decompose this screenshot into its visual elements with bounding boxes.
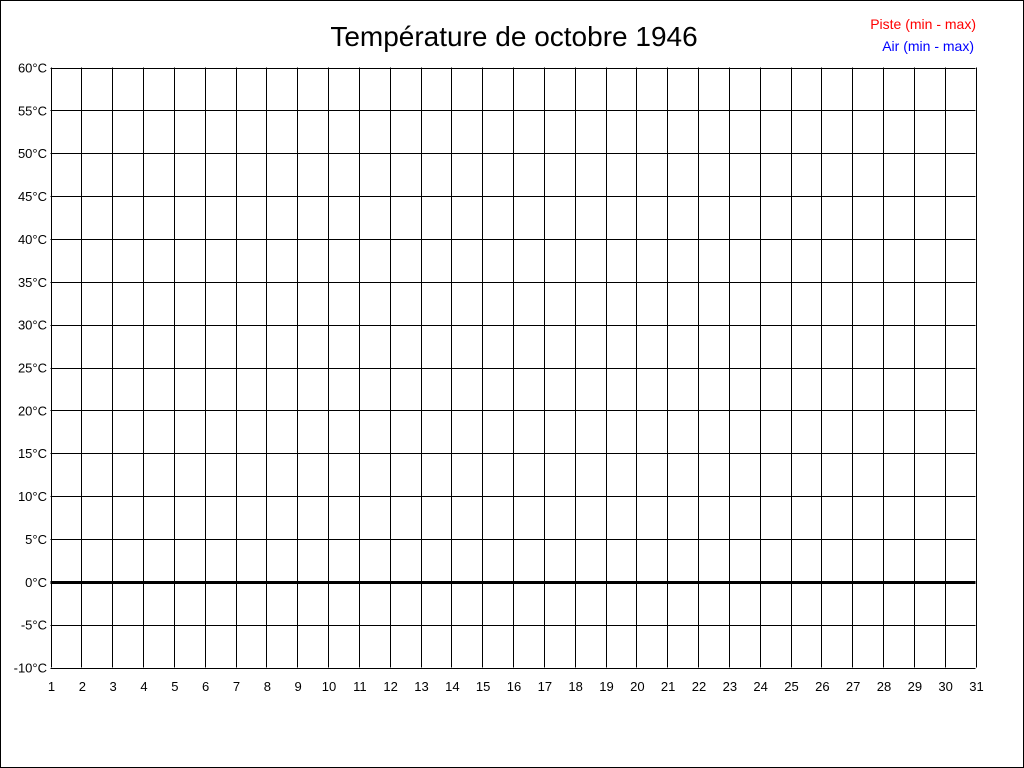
x-tick-label: 6 [202, 679, 209, 694]
y-tick-label: -5°C [21, 618, 47, 633]
y-tick-label: 15°C [18, 446, 47, 461]
x-tick-label: 31 [969, 679, 983, 694]
chart-title: Température de octobre 1946 [330, 21, 697, 52]
y-axis-ticks: 60°C 55°C 50°C 45°C 40°C 35°C 30°C 25°C 20°C 15°C… [14, 61, 47, 676]
x-tick-label: 29 [908, 679, 922, 694]
x-tick-label: 28 [877, 679, 891, 694]
y-tick-label: 40°C [18, 232, 47, 247]
x-tick-label: 20 [630, 679, 644, 694]
grid [50, 67, 977, 669]
x-tick-label: 24 [753, 679, 767, 694]
x-tick-label: 14 [445, 679, 459, 694]
y-tick-label: 5°C [25, 532, 47, 547]
y-tick-label: 55°C [18, 103, 47, 118]
x-tick-label: 11 [353, 679, 367, 694]
x-tick-label: 27 [846, 679, 860, 694]
x-tick-label: 19 [599, 679, 613, 694]
x-tick-label: 15 [476, 679, 490, 694]
y-tick-label: 35°C [18, 275, 47, 290]
y-tick-label: 45°C [18, 189, 47, 204]
x-tick-label: 9 [295, 679, 302, 694]
x-tick-label: 7 [233, 679, 240, 694]
x-tick-label: 30 [938, 679, 952, 694]
x-tick-label: 13 [414, 679, 428, 694]
x-tick-label: 3 [110, 679, 117, 694]
x-tick-label: 16 [507, 679, 521, 694]
x-tick-label: 18 [568, 679, 582, 694]
y-tick-label: 30°C [18, 318, 47, 333]
x-tick-label: 17 [538, 679, 552, 694]
x-tick-label: 4 [140, 679, 147, 694]
y-tick-label: 25°C [18, 361, 47, 376]
x-tick-label: 22 [692, 679, 706, 694]
x-tick-label: 26 [815, 679, 829, 694]
y-tick-label: 0°C [25, 575, 47, 590]
x-tick-label: 1 [48, 679, 55, 694]
y-tick-label: 50°C [18, 146, 47, 161]
x-tick-label: 5 [171, 679, 178, 694]
y-tick-label: 60°C [18, 61, 47, 76]
y-tick-label: -10°C [14, 661, 47, 676]
x-tick-label: 2 [79, 679, 86, 694]
legend-air: Air (min - max) [882, 38, 974, 54]
legend-piste: Piste (min - max) [870, 16, 976, 32]
x-tick-label: 25 [784, 679, 798, 694]
x-tick-label: 12 [383, 679, 397, 694]
x-tick-label: 21 [661, 679, 675, 694]
x-axis-ticks: 1 2 3 4 5 6 7 8 9 10 11 12 13 14 15 16 17 18 19 20 21 22 23 24 2… [48, 679, 984, 694]
y-tick-label: 20°C [18, 403, 47, 418]
x-tick-label: 10 [322, 679, 336, 694]
y-tick-label: 10°C [18, 489, 47, 504]
x-tick-label: 23 [723, 679, 737, 694]
x-tick-label: 8 [264, 679, 271, 694]
